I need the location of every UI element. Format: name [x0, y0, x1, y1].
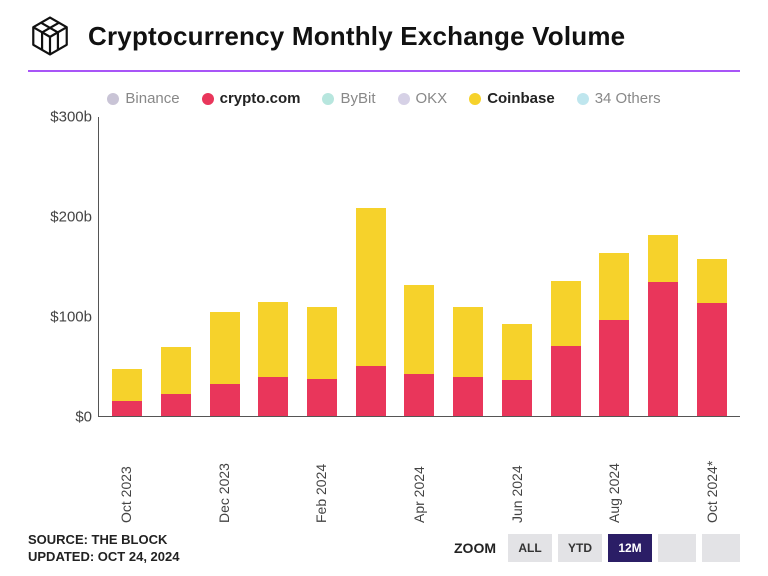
bar-segment-crypto-com	[356, 366, 386, 416]
bar-segment-crypto-com	[258, 377, 288, 416]
bar-segment-coinbase	[307, 307, 337, 379]
bar-segment-crypto-com	[453, 377, 483, 416]
legend-item-crypto-com[interactable]: crypto.com	[202, 90, 301, 107]
bar-segment-coinbase	[112, 369, 142, 401]
source-line2: UPDATED: OCT 24, 2024	[28, 548, 179, 566]
zoom-buttons: ALLYTD12M	[508, 534, 740, 562]
bars-container	[99, 117, 740, 416]
x-tick-label: Oct 2024*	[704, 451, 720, 523]
bar-segment-crypto-com	[502, 380, 532, 416]
legend-dot-icon	[577, 93, 589, 105]
bar[interactable]	[697, 259, 727, 416]
bar[interactable]	[210, 312, 240, 416]
bar[interactable]	[453, 307, 483, 416]
bar-segment-crypto-com	[551, 346, 581, 416]
bar-segment-crypto-com	[112, 401, 142, 416]
chart-area: $0$100b$200b$300b	[28, 117, 740, 451]
legend-dot-icon	[469, 93, 481, 105]
zoom-button-12m[interactable]: 12M	[608, 534, 652, 562]
bar-segment-coinbase	[551, 281, 581, 346]
bar[interactable]	[258, 302, 288, 416]
y-axis: $0$100b$200b$300b	[28, 117, 98, 417]
bar-segment-coinbase	[258, 302, 288, 377]
legend-label: Coinbase	[487, 90, 555, 107]
legend-label: crypto.com	[220, 90, 301, 107]
chart-card: Cryptocurrency Monthly Exchange Volume B…	[0, 0, 768, 576]
bar-segment-crypto-com	[307, 379, 337, 416]
bar[interactable]	[356, 208, 386, 416]
y-tick: $300b	[50, 109, 92, 126]
x-labels: Oct 2023 Dec 2023 Feb 2024 Apr 2024 Jun 2024…	[98, 451, 740, 523]
bar-segment-coinbase	[599, 253, 629, 320]
zoom-label: ZOOM	[454, 540, 496, 556]
bar-segment-coinbase	[404, 285, 434, 374]
legend: Binance crypto.com ByBit OKX Coinbase 34 Othe…	[28, 90, 740, 107]
bar-segment-coinbase	[697, 259, 727, 303]
bar-segment-crypto-com	[404, 374, 434, 416]
theblock-logo-icon	[28, 14, 72, 58]
bar[interactable]	[599, 253, 629, 416]
bar[interactable]	[161, 347, 191, 416]
bar[interactable]	[648, 235, 678, 416]
legend-item-binance[interactable]: Binance	[107, 90, 179, 107]
x-axis: Oct 2023 Dec 2023 Feb 2024 Apr 2024 Jun 2024…	[28, 451, 740, 523]
legend-label: 34 Others	[595, 90, 661, 107]
bar[interactable]	[307, 307, 337, 416]
chart-title: Cryptocurrency Monthly Exchange Volume	[88, 21, 625, 52]
y-tick: $100b	[50, 309, 92, 326]
x-tick-label: Oct 2023	[118, 451, 134, 523]
bar-segment-coinbase	[648, 235, 678, 282]
x-tick-label: Dec 2023	[216, 451, 232, 523]
legend-label: OKX	[416, 90, 448, 107]
legend-item-coinbase[interactable]: Coinbase	[469, 90, 555, 107]
plot-area	[98, 117, 740, 417]
source-text: SOURCE: THE BLOCK UPDATED: OCT 24, 2024	[28, 531, 179, 566]
bar[interactable]	[551, 281, 581, 416]
zoom-button-all[interactable]: ALL	[508, 534, 552, 562]
legend-item-34-others[interactable]: 34 Others	[577, 90, 661, 107]
x-tick-label: Feb 2024	[313, 451, 329, 523]
legend-label: Binance	[125, 90, 179, 107]
legend-dot-icon	[322, 93, 334, 105]
x-tick-label: Apr 2024	[411, 451, 427, 523]
header-rule	[28, 70, 740, 72]
y-tick: $0	[75, 409, 92, 426]
x-tick-label: Aug 2024	[606, 451, 622, 523]
bar[interactable]	[404, 285, 434, 416]
bar-segment-coinbase	[161, 347, 191, 394]
footer: SOURCE: THE BLOCK UPDATED: OCT 24, 2024 …	[28, 531, 740, 566]
y-tick: $200b	[50, 209, 92, 226]
legend-label: ByBit	[340, 90, 375, 107]
zoom-button-blank[interactable]	[702, 534, 740, 562]
legend-dot-icon	[398, 93, 410, 105]
legend-dot-icon	[107, 93, 119, 105]
zoom-button-ytd[interactable]: YTD	[558, 534, 602, 562]
bar-segment-crypto-com	[210, 384, 240, 416]
zoom-controls: ZOOM ALLYTD12M	[454, 534, 740, 562]
bar-segment-crypto-com	[161, 394, 191, 416]
bar-segment-coinbase	[453, 307, 483, 377]
legend-item-bybit[interactable]: ByBit	[322, 90, 375, 107]
bar-segment-crypto-com	[697, 303, 727, 416]
header: Cryptocurrency Monthly Exchange Volume	[28, 14, 740, 58]
legend-item-okx[interactable]: OKX	[398, 90, 448, 107]
legend-dot-icon	[202, 93, 214, 105]
bar-segment-crypto-com	[599, 320, 629, 416]
bar[interactable]	[502, 324, 532, 416]
bar-segment-coinbase	[502, 324, 532, 380]
bar-segment-coinbase	[356, 208, 386, 366]
bar-segment-crypto-com	[648, 282, 678, 416]
source-line1: SOURCE: THE BLOCK	[28, 531, 179, 549]
x-tick-label: Jun 2024	[509, 451, 525, 523]
bar-segment-coinbase	[210, 312, 240, 384]
bar[interactable]	[112, 369, 142, 416]
zoom-button-blank[interactable]	[658, 534, 696, 562]
